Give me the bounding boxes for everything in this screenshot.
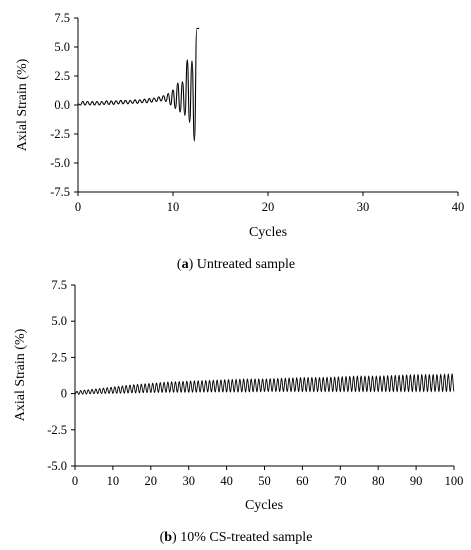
panel-a-xlabel: Cycles (249, 225, 287, 240)
panel-b-x-tick-label: 10 (107, 474, 120, 488)
panel-a-caption-text: Untreated sample (197, 257, 295, 272)
panel-b-y-tick-label: -2.5 (47, 423, 67, 437)
panel-a-caption-label: a (182, 257, 189, 272)
panel-b-x-tick-label: 80 (372, 474, 385, 488)
panel-b-x-tick-label: 90 (410, 474, 423, 488)
panel-b-x-tick-label: 50 (258, 474, 271, 488)
panel-b-x-tick-label: 40 (220, 474, 233, 488)
panel-a-y-tick-label: 7.5 (54, 11, 70, 25)
panel-b-series-line (74, 372, 455, 395)
panel-a-x-tick-label: 30 (357, 200, 370, 214)
panel-b-x-tick-label: 0 (72, 474, 78, 488)
panel-a-y-tick-label: 2.5 (54, 69, 70, 83)
panel-a-x-tick-label: 20 (262, 200, 275, 214)
panel-b-x-tick-label: 30 (182, 474, 195, 488)
panel-b-x-ticks: 0 10 20 30 40 50 60 70 80 90 100 (72, 466, 464, 488)
panel-b-y-tick-label: 5.0 (51, 314, 67, 328)
panel-a-y-tick-label: -7.5 (50, 185, 70, 199)
panel-b-y-tick-label: 0 (61, 387, 67, 401)
panel-a-y-tick-label: 0.0 (54, 98, 70, 112)
panel-b-x-tick-label: 20 (145, 474, 158, 488)
panel-b-ylabel: Axial Strain (%) (13, 328, 28, 421)
panel-b-caption: (b) 10% CS-treated sample (160, 530, 313, 545)
panel-b-caption-text: 10% CS-treated sample (180, 530, 312, 545)
panel-b-caption-label: b (164, 530, 172, 545)
panel-b-y-tick-label: 7.5 (51, 278, 67, 292)
panel-a-y-ticks: -7.5 -5.0 -2.5 0.0 2.5 5.0 7.5 (50, 11, 78, 199)
panel-a-y-tick-label: 5.0 (54, 40, 70, 54)
panel-b-y-tick-label: 2.5 (51, 350, 67, 364)
panel-b: -5.0 -2.5 0 2.5 5.0 7.5 0 10 20 30 40 50 60 70 80 90 10… (13, 278, 463, 545)
panel-b-x-tick-label: 100 (445, 474, 464, 488)
panel-a-caption: (a) Untreated sample (177, 257, 295, 272)
panel-a-x-tick-label: 10 (167, 200, 180, 214)
panel-a-ylabel: Axial Strain (%) (15, 58, 30, 151)
panel-a: -7.5 -5.0 -2.5 0.0 2.5 5.0 7.5 0 10 20 30 40 Axial… (15, 11, 464, 272)
panel-a-x-ticks: 0 10 20 30 40 (75, 192, 464, 214)
panel-a-axes (77, 18, 458, 193)
panel-b-x-tick-label: 60 (296, 474, 309, 488)
panel-b-y-tick-label: -5.0 (47, 459, 67, 473)
panel-b-x-tick-label: 70 (334, 474, 347, 488)
panel-a-series-line (77, 27, 200, 142)
panel-b-axes (74, 285, 454, 467)
panel-b-y-ticks: -5.0 -2.5 0 2.5 5.0 7.5 (47, 278, 75, 473)
panel-a-y-tick-label: -5.0 (50, 156, 70, 170)
panel-a-y-tick-label: -2.5 (50, 127, 70, 141)
panel-a-x-tick-label: 40 (452, 200, 465, 214)
panel-b-xlabel: Cycles (245, 498, 283, 513)
panel-a-x-tick-label: 0 (75, 200, 81, 214)
